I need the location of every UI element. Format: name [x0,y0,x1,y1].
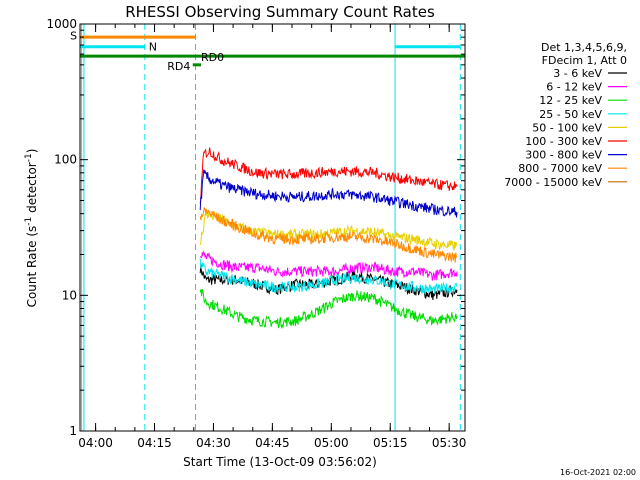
generation-timestamp: 16-Oct-2021 02:00 [560,468,636,477]
y-axis-label-sup2: -1 [24,153,34,162]
y-axis-label: Count Rate (s-1 detector-1) [24,149,39,308]
series-line-100-300-keV [199,147,458,204]
y-axis-label-sup: -1 [24,217,34,226]
plot-frame [79,23,466,432]
x-tick-label: 05:15 [373,436,408,450]
x-tick-label: 05:30 [432,436,467,450]
series-line-12-25-keV [199,288,458,330]
legend-header-line1: Det 1,3,4,5,6,9, [541,41,627,54]
chart-title: RHESSI Observing Summary Count Rates [125,3,435,21]
legend-label: 100 - 300 keV [525,135,602,148]
y-tick-label: 1000 [46,17,77,31]
y-axis-label-part1: Count Rate (s [25,226,39,308]
series-line-300-800-keV [199,169,458,218]
flag-label-n: N [149,41,157,54]
legend-label: 50 - 100 keV [532,121,602,134]
legend-label: 300 - 800 keV [525,149,602,162]
series-line-800-7000-keV [199,207,458,263]
legend-label: 12 - 25 keV [539,94,602,107]
y-tick-label: 1 [69,424,77,438]
plot-data-layer: S N RD0 RD4 [70,24,465,431]
y-axis-label-part2: detector [25,162,39,217]
x-tick-label: 04:00 [78,436,113,450]
x-tick-label: 04:30 [196,436,231,450]
y-tick-label: 100 [54,153,77,167]
series-line-6-12-keV [199,250,458,281]
legend-label: 25 - 50 keV [539,108,602,121]
x-tick-label: 04:15 [137,436,172,450]
legend-label: 3 - 6 keV [553,67,602,80]
legend-label: 6 - 12 keV [546,81,602,94]
y-axis-label-end: ) [25,149,39,154]
legend-label: 800 - 7000 keV [518,162,602,175]
x-axis-label: Start Time (13-Oct-09 03:56:02) [183,455,377,469]
axes-layer: 1 10 100 1000 04:00 04:15 04:30 04:45 05:00 05:15… [46,17,466,450]
x-tick-label: 04:45 [255,436,290,450]
flag-label-rd0: RD0 [201,51,224,64]
legend: Det 1,3,4,5,6,9, FDecim 1, Att 0 3 - 6 k… [504,41,627,189]
legend-label: 7000 - 15000 keV [504,176,602,189]
x-tick-label: 05:00 [314,436,349,450]
flag-label-rd4: RD4 [167,60,190,73]
y-tick-label: 10 [62,288,77,302]
flag-label-s: S [70,30,77,43]
series-line-25-50-keV [199,258,458,295]
legend-header-line2: FDecim 1, Att 0 [542,54,627,67]
